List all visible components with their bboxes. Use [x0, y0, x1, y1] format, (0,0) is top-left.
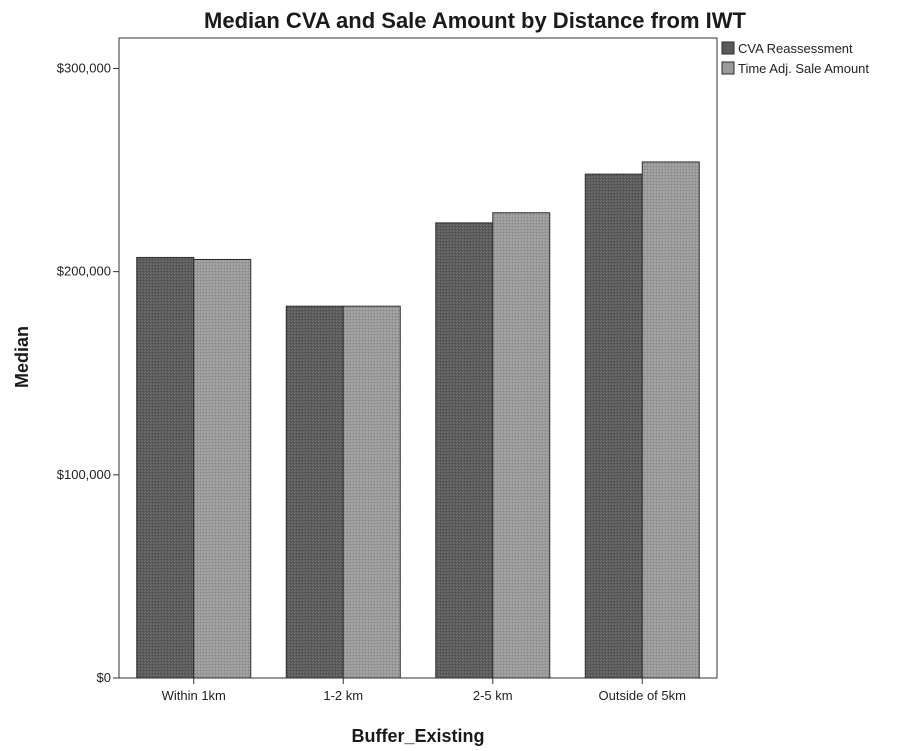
- bar-texture: [343, 306, 401, 678]
- legend-swatch: [721, 41, 735, 55]
- x-tick-label: Outside of 5km: [599, 688, 686, 703]
- chart-title: Median CVA and Sale Amount by Distance f…: [204, 8, 746, 33]
- legend-swatch: [721, 61, 735, 75]
- x-tick-label: 2-5 km: [473, 688, 513, 703]
- bar-texture: [585, 174, 643, 678]
- legend: CVA Reassessment Time Adj. Sale Amount: [721, 41, 869, 76]
- bar-texture: [136, 257, 194, 678]
- y-tick-label: $0: [97, 670, 111, 685]
- x-axis-label: Buffer_Existing: [351, 726, 484, 746]
- y-axis-label: Median: [12, 326, 32, 388]
- x-axis-ticks: Within 1km 1-2 km 2-5 km Outside of 5km: [162, 678, 686, 703]
- y-tick-label: $300,000: [57, 60, 111, 75]
- legend-label: CVA Reassessment: [738, 41, 853, 56]
- y-tick-label: $200,000: [57, 264, 111, 279]
- y-axis-ticks: $0 $100,000 $200,000 $300,000: [57, 60, 119, 685]
- bars-group: [136, 161, 700, 679]
- bar-texture: [193, 259, 251, 678]
- legend-label: Time Adj. Sale Amount: [738, 61, 869, 76]
- x-tick-label: Within 1km: [162, 688, 226, 703]
- y-tick-label: $100,000: [57, 467, 111, 482]
- bar-texture: [435, 222, 493, 678]
- bar-texture: [642, 161, 700, 678]
- bar-texture: [492, 212, 550, 678]
- bar-texture: [286, 306, 344, 678]
- x-tick-label: 1-2 km: [323, 688, 363, 703]
